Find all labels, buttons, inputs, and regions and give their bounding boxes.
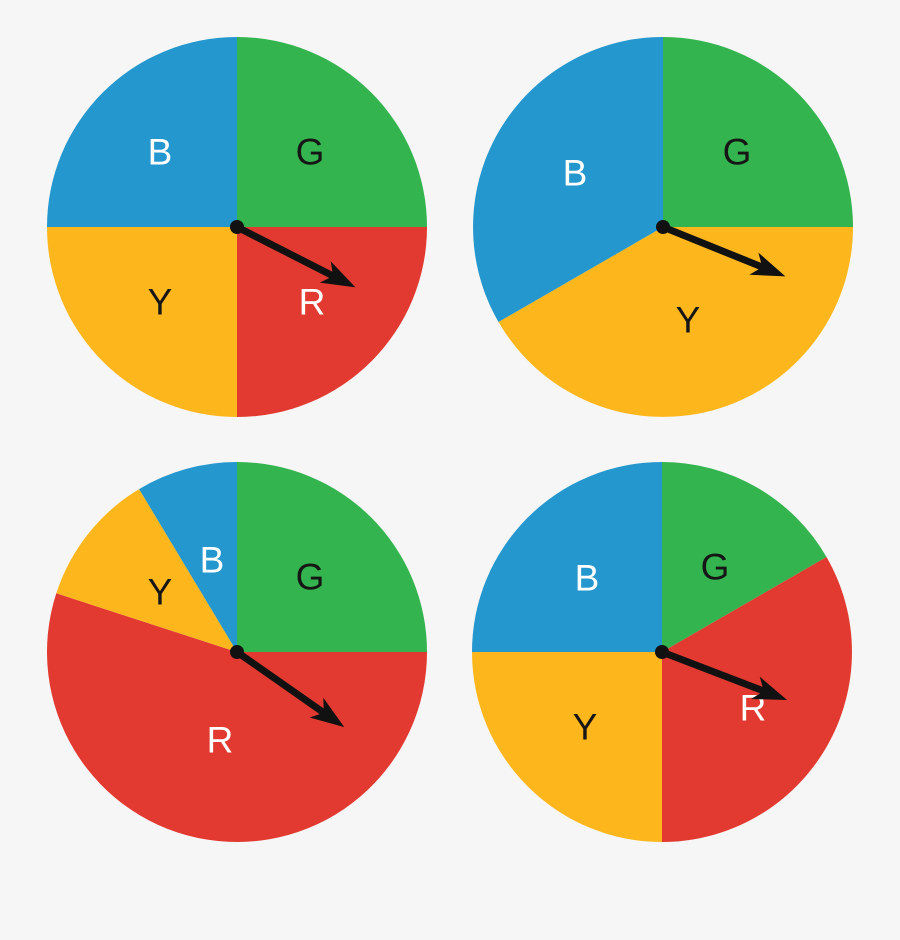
spinner-top-right-label-Y: Y — [676, 300, 701, 341]
spinner-top-left-sector-Y — [47, 227, 237, 417]
spinner-bottom-left-label-B: B — [200, 540, 225, 581]
spinner-top-left-label-G: G — [296, 132, 325, 173]
spinner-top-right-label-G: G — [723, 132, 752, 173]
spinner-bottom-right-arrow-shaft — [660, 648, 768, 696]
spinner-bottom-right-sector-G — [662, 462, 827, 652]
spinner-bottom-left-arrow-shaft — [234, 649, 329, 718]
spinner-bottom-right-sector-Y — [472, 652, 662, 842]
spinner-top-right-arrowhead-icon — [749, 252, 786, 277]
spinner-top-right-pivot-dot — [656, 220, 670, 234]
spinner-bottom-right-sector-B — [472, 462, 662, 652]
spinner-top-left: G R Y B — [47, 37, 427, 417]
spinner-top-left-sector-B — [47, 37, 237, 227]
spinner-bottom-left-sector-Y — [56, 489, 237, 652]
spinner-bottom-left-sector-B — [139, 461, 237, 652]
spinner-top-left-label-Y: Y — [148, 282, 173, 323]
spinner-bottom-left-pivot-dot — [230, 645, 244, 659]
spinner-top-left-sector-R — [237, 227, 427, 417]
spinner-top-left-sector-G — [237, 37, 427, 227]
spinner-bottom-left-sector-G — [237, 462, 427, 652]
spinner-top-right-label-B: B — [563, 153, 588, 194]
spinner-top-left-arrow-shaft — [235, 223, 338, 281]
spinner-bottom-right-label-B: B — [575, 558, 600, 599]
spinner-top-right-sector-G — [663, 37, 853, 227]
spinner-bottom-right-pivot-dot — [655, 645, 669, 659]
spinner-bottom-left-sector-R — [47, 593, 428, 843]
spinner-bottom-left-label-R: R — [207, 720, 234, 761]
spinner-bottom-left-label-G: G — [296, 557, 325, 598]
spinner-bottom-right-label-Y: Y — [573, 707, 598, 748]
spinner-top-right-sector-B — [473, 37, 663, 322]
spinner-bottom-left-arrowhead-icon — [309, 697, 345, 728]
spinner-top-left-label-B: B — [148, 132, 173, 173]
spinner-bottom-left: G R YB — [47, 461, 428, 843]
spinner-bottom-right-sector-R — [662, 557, 852, 842]
spinner-top-right: G Y B — [473, 37, 853, 417]
spinner-top-right-arrow-shaft — [661, 223, 767, 272]
spinner-top-left-arrowhead-icon — [319, 261, 356, 288]
spinner-top-left-pivot-dot — [230, 220, 244, 234]
spinner-bottom-left-label-Y: Y — [148, 572, 173, 613]
spinner-bottom-right-label-G: G — [701, 547, 730, 588]
spinner-top-left-label-R: R — [299, 282, 326, 323]
spinner-bottom-right-arrowhead-icon — [751, 676, 788, 700]
